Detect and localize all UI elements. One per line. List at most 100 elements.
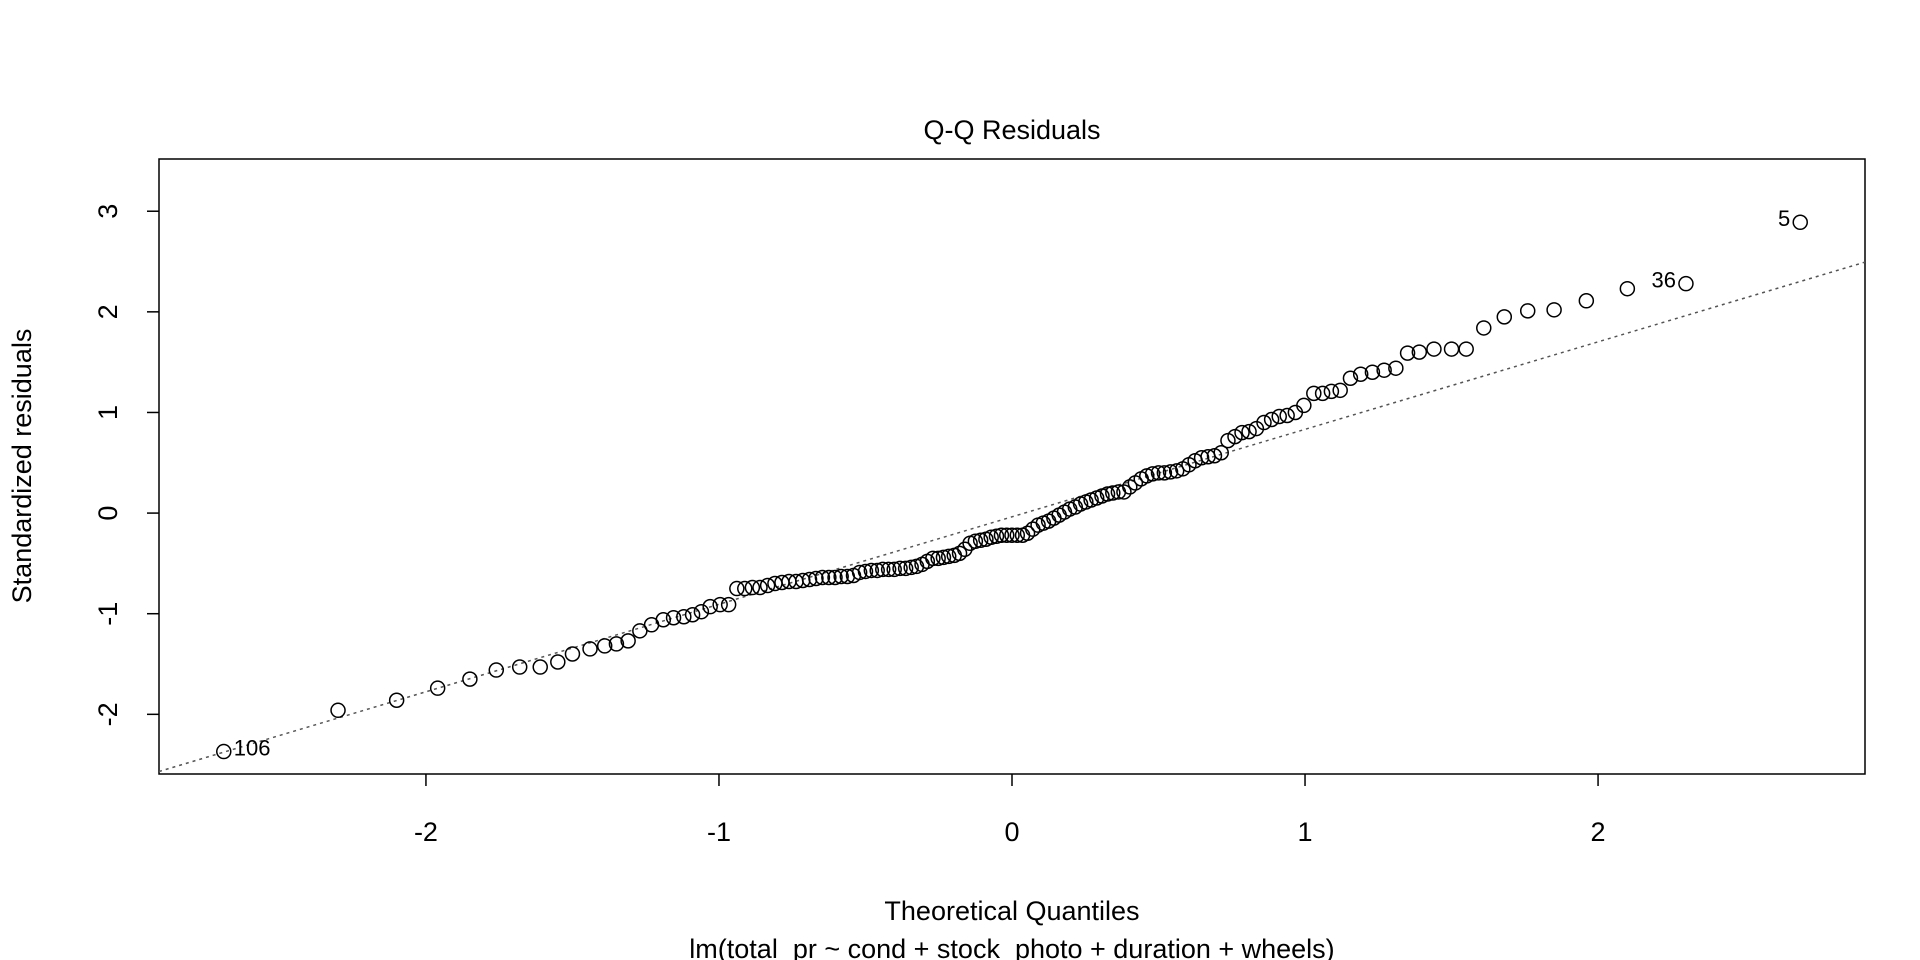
point-label: 106 — [234, 735, 271, 760]
point — [620, 633, 636, 649]
point — [684, 606, 701, 623]
point — [1019, 525, 1036, 541]
point — [693, 603, 710, 620]
point — [1496, 309, 1513, 325]
x-tick-label: -1 — [707, 817, 731, 847]
point — [827, 569, 843, 586]
point — [582, 641, 598, 657]
point — [814, 569, 831, 586]
point — [429, 680, 446, 696]
point — [655, 611, 672, 628]
point — [833, 568, 849, 585]
point — [903, 559, 919, 576]
point — [857, 563, 874, 580]
point — [1458, 341, 1474, 357]
point — [462, 671, 478, 687]
point-label: 36 — [1651, 267, 1675, 292]
point — [869, 562, 885, 579]
point — [1678, 275, 1694, 292]
point — [216, 743, 232, 760]
point — [720, 596, 737, 613]
point — [1443, 341, 1460, 357]
point — [1519, 303, 1536, 319]
point — [951, 545, 968, 562]
subtitle: lm(total_pr ~ cond + stock_photo + durat… — [689, 934, 1334, 960]
point — [1256, 414, 1272, 431]
point — [801, 571, 818, 588]
point — [702, 598, 718, 615]
point — [998, 527, 1015, 543]
point — [1332, 382, 1348, 399]
point — [1150, 465, 1167, 481]
y-axis-label: Standardized residuals — [7, 329, 37, 604]
point — [1271, 408, 1287, 425]
point — [1193, 449, 1210, 466]
point — [1009, 527, 1026, 543]
point — [1306, 385, 1322, 402]
x-tick-label: -2 — [414, 817, 438, 847]
point — [676, 608, 692, 625]
point — [1296, 397, 1312, 414]
point — [737, 580, 753, 597]
point — [1578, 293, 1595, 309]
y-tick-label: -1 — [93, 602, 123, 626]
point — [1241, 423, 1257, 440]
point — [930, 550, 946, 567]
point — [1399, 345, 1416, 361]
point — [851, 564, 868, 581]
point — [1426, 341, 1442, 357]
point — [821, 569, 837, 586]
point — [712, 596, 728, 613]
y-tick-label: -2 — [93, 702, 123, 726]
point — [1364, 364, 1381, 380]
point — [880, 561, 897, 578]
chart-title: Q-Q Residuals — [923, 115, 1100, 145]
point — [1004, 527, 1020, 543]
point — [1279, 407, 1295, 424]
point — [1168, 463, 1185, 479]
point — [1314, 385, 1331, 402]
point — [1213, 444, 1229, 461]
point-label: 5 — [1778, 206, 1790, 231]
point — [863, 562, 880, 579]
point — [1287, 404, 1304, 421]
point — [511, 659, 528, 675]
point — [983, 529, 999, 545]
point — [972, 532, 989, 549]
y-tick-label: 3 — [93, 204, 123, 219]
point — [967, 533, 984, 550]
point — [1263, 411, 1280, 428]
point — [564, 646, 581, 662]
point — [1323, 383, 1340, 400]
y-tick-label: 1 — [93, 405, 123, 420]
point — [1342, 370, 1359, 387]
point — [1144, 466, 1161, 482]
x-tick-label: 0 — [1004, 817, 1019, 847]
point — [729, 580, 745, 597]
point — [550, 654, 566, 670]
point — [1162, 464, 1179, 480]
point — [892, 560, 908, 577]
point — [665, 609, 682, 626]
x-axis-label: Theoretical Quantiles — [884, 896, 1139, 926]
point — [1156, 465, 1173, 481]
point — [886, 561, 902, 578]
plot-frame — [158, 158, 1866, 775]
point — [1411, 344, 1428, 360]
point — [1619, 280, 1636, 297]
y-tick-label: 0 — [93, 506, 123, 521]
point — [993, 527, 1010, 543]
point — [388, 692, 405, 708]
point — [988, 528, 1005, 544]
point — [1051, 507, 1067, 523]
point — [744, 579, 761, 596]
point — [1792, 214, 1808, 231]
point — [1099, 486, 1116, 502]
reference-line — [159, 261, 1865, 773]
x-tick-label: 1 — [1298, 817, 1313, 847]
point — [1352, 366, 1369, 382]
point — [925, 550, 941, 567]
point — [1476, 320, 1492, 336]
point — [532, 659, 548, 675]
